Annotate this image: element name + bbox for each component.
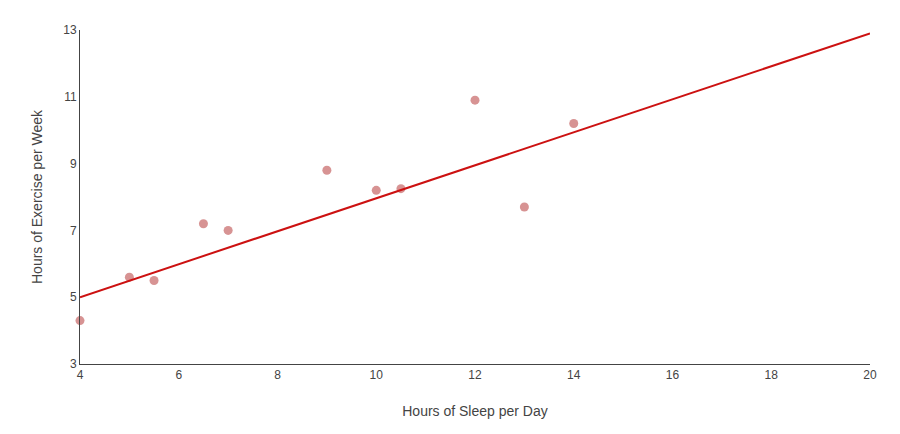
svg-text:16: 16	[666, 368, 680, 382]
svg-text:12: 12	[468, 368, 482, 382]
svg-text:Hours of Exercise per Week: Hours of Exercise per Week	[29, 109, 45, 284]
svg-text:18: 18	[765, 368, 779, 382]
svg-text:3: 3	[70, 357, 77, 371]
svg-text:8: 8	[274, 368, 281, 382]
svg-text:6: 6	[175, 368, 182, 382]
svg-text:10: 10	[370, 368, 384, 382]
svg-text:4: 4	[77, 368, 84, 382]
svg-text:11: 11	[64, 90, 77, 104]
svg-text:20: 20	[863, 368, 877, 382]
svg-text:9: 9	[70, 157, 77, 171]
svg-text:5: 5	[70, 290, 77, 304]
svg-text:Hours of Sleep per Day: Hours of Sleep per Day	[402, 403, 548, 419]
svg-text:14: 14	[567, 368, 581, 382]
svg-text:7: 7	[70, 224, 77, 238]
svg-text:13: 13	[63, 23, 77, 37]
